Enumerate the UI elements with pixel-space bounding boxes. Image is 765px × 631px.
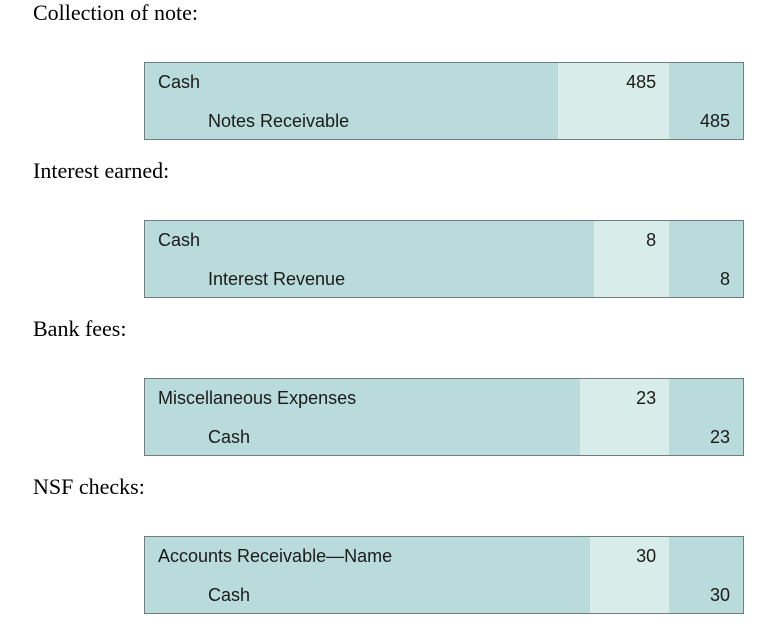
heading-bank-fees: Bank fees:	[33, 316, 127, 341]
credit-account: Interest Revenue	[208, 269, 346, 289]
debit-amount: 8	[646, 230, 657, 250]
account-column: Cash Interest Revenue	[145, 221, 595, 297]
debit-column: 8	[594, 221, 670, 297]
debit-amount: 23	[636, 388, 657, 408]
credit-account: Cash	[208, 427, 251, 447]
debit-account: Cash	[158, 72, 201, 92]
heading-collection-of-note: Collection of note:	[33, 0, 198, 25]
debit-amount: 485	[626, 72, 657, 92]
debit-account: Miscellaneous Expenses	[158, 388, 357, 408]
credit-amount: 30	[709, 585, 730, 605]
journal-entry-nsf-checks: Accounts Receivable—Name Cash 30 30	[144, 536, 744, 614]
heading-interest-earned: Interest earned:	[33, 158, 170, 183]
credit-amount: 485	[699, 111, 730, 131]
journal-entry-interest-earned: Cash Interest Revenue 8 8	[144, 220, 744, 298]
debit-column: 23	[580, 379, 670, 455]
credit-column: 30	[669, 537, 743, 613]
credit-column: 8	[669, 221, 743, 297]
credit-column: 23	[669, 379, 743, 455]
debit-account: Accounts Receivable—Name	[158, 546, 393, 566]
journal-entry-bank-fees: Miscellaneous Expenses Cash 23 23	[144, 378, 744, 456]
debit-column: 30	[590, 537, 670, 613]
debit-account: Cash	[158, 230, 201, 250]
account-column: Cash Notes Receivable	[145, 63, 559, 139]
journal-entry-collection-of-note: Cash Notes Receivable 485 485	[144, 62, 744, 140]
account-column: Accounts Receivable—Name Cash	[145, 537, 591, 613]
debit-amount: 30	[636, 546, 657, 566]
credit-account: Notes Receivable	[208, 111, 350, 131]
credit-account: Cash	[208, 585, 251, 605]
credit-amount: 23	[709, 427, 730, 447]
credit-amount: 8	[719, 269, 730, 289]
heading-nsf-checks: NSF checks:	[33, 474, 145, 499]
debit-column: 485	[558, 63, 670, 139]
account-column: Miscellaneous Expenses Cash	[145, 379, 581, 455]
credit-column: 485	[669, 63, 743, 139]
